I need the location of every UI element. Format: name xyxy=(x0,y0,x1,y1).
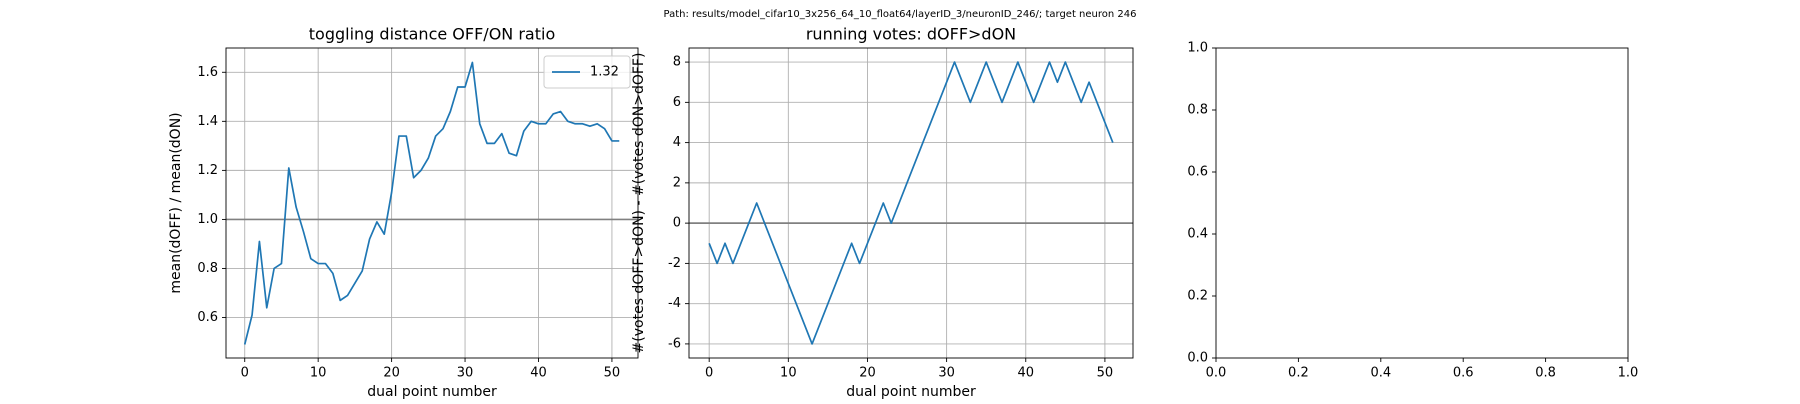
axes-frame xyxy=(225,47,639,359)
y-axis-label: #(votes dOFF>dON) - #(votes dON>dOFF) xyxy=(631,53,647,354)
y-tick-label: 4 xyxy=(673,135,681,150)
x-tick-label: 10 xyxy=(310,366,327,381)
y-tick-label: 0.6 xyxy=(197,310,218,325)
x-tick-label: 1.0 xyxy=(1618,366,1639,381)
x-tick-label: 50 xyxy=(1097,366,1114,381)
legend-box xyxy=(543,55,631,89)
y-tick-label: 0.4 xyxy=(1187,227,1208,242)
figure-title: Path: results/model_cifar10_3x256_64_10_… xyxy=(664,9,1137,20)
legend-label: 1.32 xyxy=(590,65,619,80)
data-line xyxy=(708,61,1114,345)
x-tick-label: 0.8 xyxy=(1535,366,1556,381)
x-tick-label: 40 xyxy=(530,366,547,381)
y-tick-label: -4 xyxy=(668,296,681,311)
y-tick-label: 1.4 xyxy=(197,114,218,129)
x-tick-label: 10 xyxy=(780,366,797,381)
y-tick-label: 0.2 xyxy=(1187,289,1208,304)
x-tick-label: 0 xyxy=(705,366,713,381)
y-tick-label: 0.8 xyxy=(197,261,218,276)
y-tick-label: 2 xyxy=(673,175,681,190)
x-axis-label: dual point number xyxy=(846,384,976,400)
x-tick-label: 30 xyxy=(938,366,955,381)
x-tick-label: 0 xyxy=(241,366,249,381)
x-tick-label: 40 xyxy=(1017,366,1034,381)
data-line xyxy=(243,61,620,345)
y-axis-label: mean(dOFF) / mean(dON) xyxy=(168,112,184,293)
y-tick-label: -2 xyxy=(668,256,681,271)
y-tick-label: 0.0 xyxy=(1187,351,1208,366)
x-tick-label: 0.4 xyxy=(1370,366,1391,381)
x-tick-label: 0.6 xyxy=(1453,366,1474,381)
x-tick-label: 0.2 xyxy=(1288,366,1309,381)
y-tick-label: 0 xyxy=(673,216,681,231)
y-tick-label: 0.6 xyxy=(1187,165,1208,180)
x-axis-label: dual point number xyxy=(367,384,497,400)
axes-frame xyxy=(688,47,1134,359)
x-tick-label: 0.0 xyxy=(1206,366,1227,381)
x-tick-label: 50 xyxy=(604,366,621,381)
y-tick-label: 0.8 xyxy=(1187,103,1208,118)
axes-frame xyxy=(1215,47,1629,359)
x-tick-label: 20 xyxy=(383,366,400,381)
axes-title: running votes: dOFF>dON xyxy=(806,25,1016,44)
y-tick-label: 1.6 xyxy=(197,65,218,80)
y-tick-label: 1.0 xyxy=(197,212,218,227)
x-tick-label: 20 xyxy=(859,366,876,381)
axes-title: toggling distance OFF/ON ratio xyxy=(309,25,555,44)
y-tick-label: 1.0 xyxy=(1187,41,1208,56)
y-tick-label: -6 xyxy=(668,336,681,351)
y-tick-label: 1.2 xyxy=(197,163,218,178)
y-tick-label: 6 xyxy=(673,95,681,110)
x-tick-label: 30 xyxy=(457,366,474,381)
y-tick-label: 8 xyxy=(673,55,681,70)
